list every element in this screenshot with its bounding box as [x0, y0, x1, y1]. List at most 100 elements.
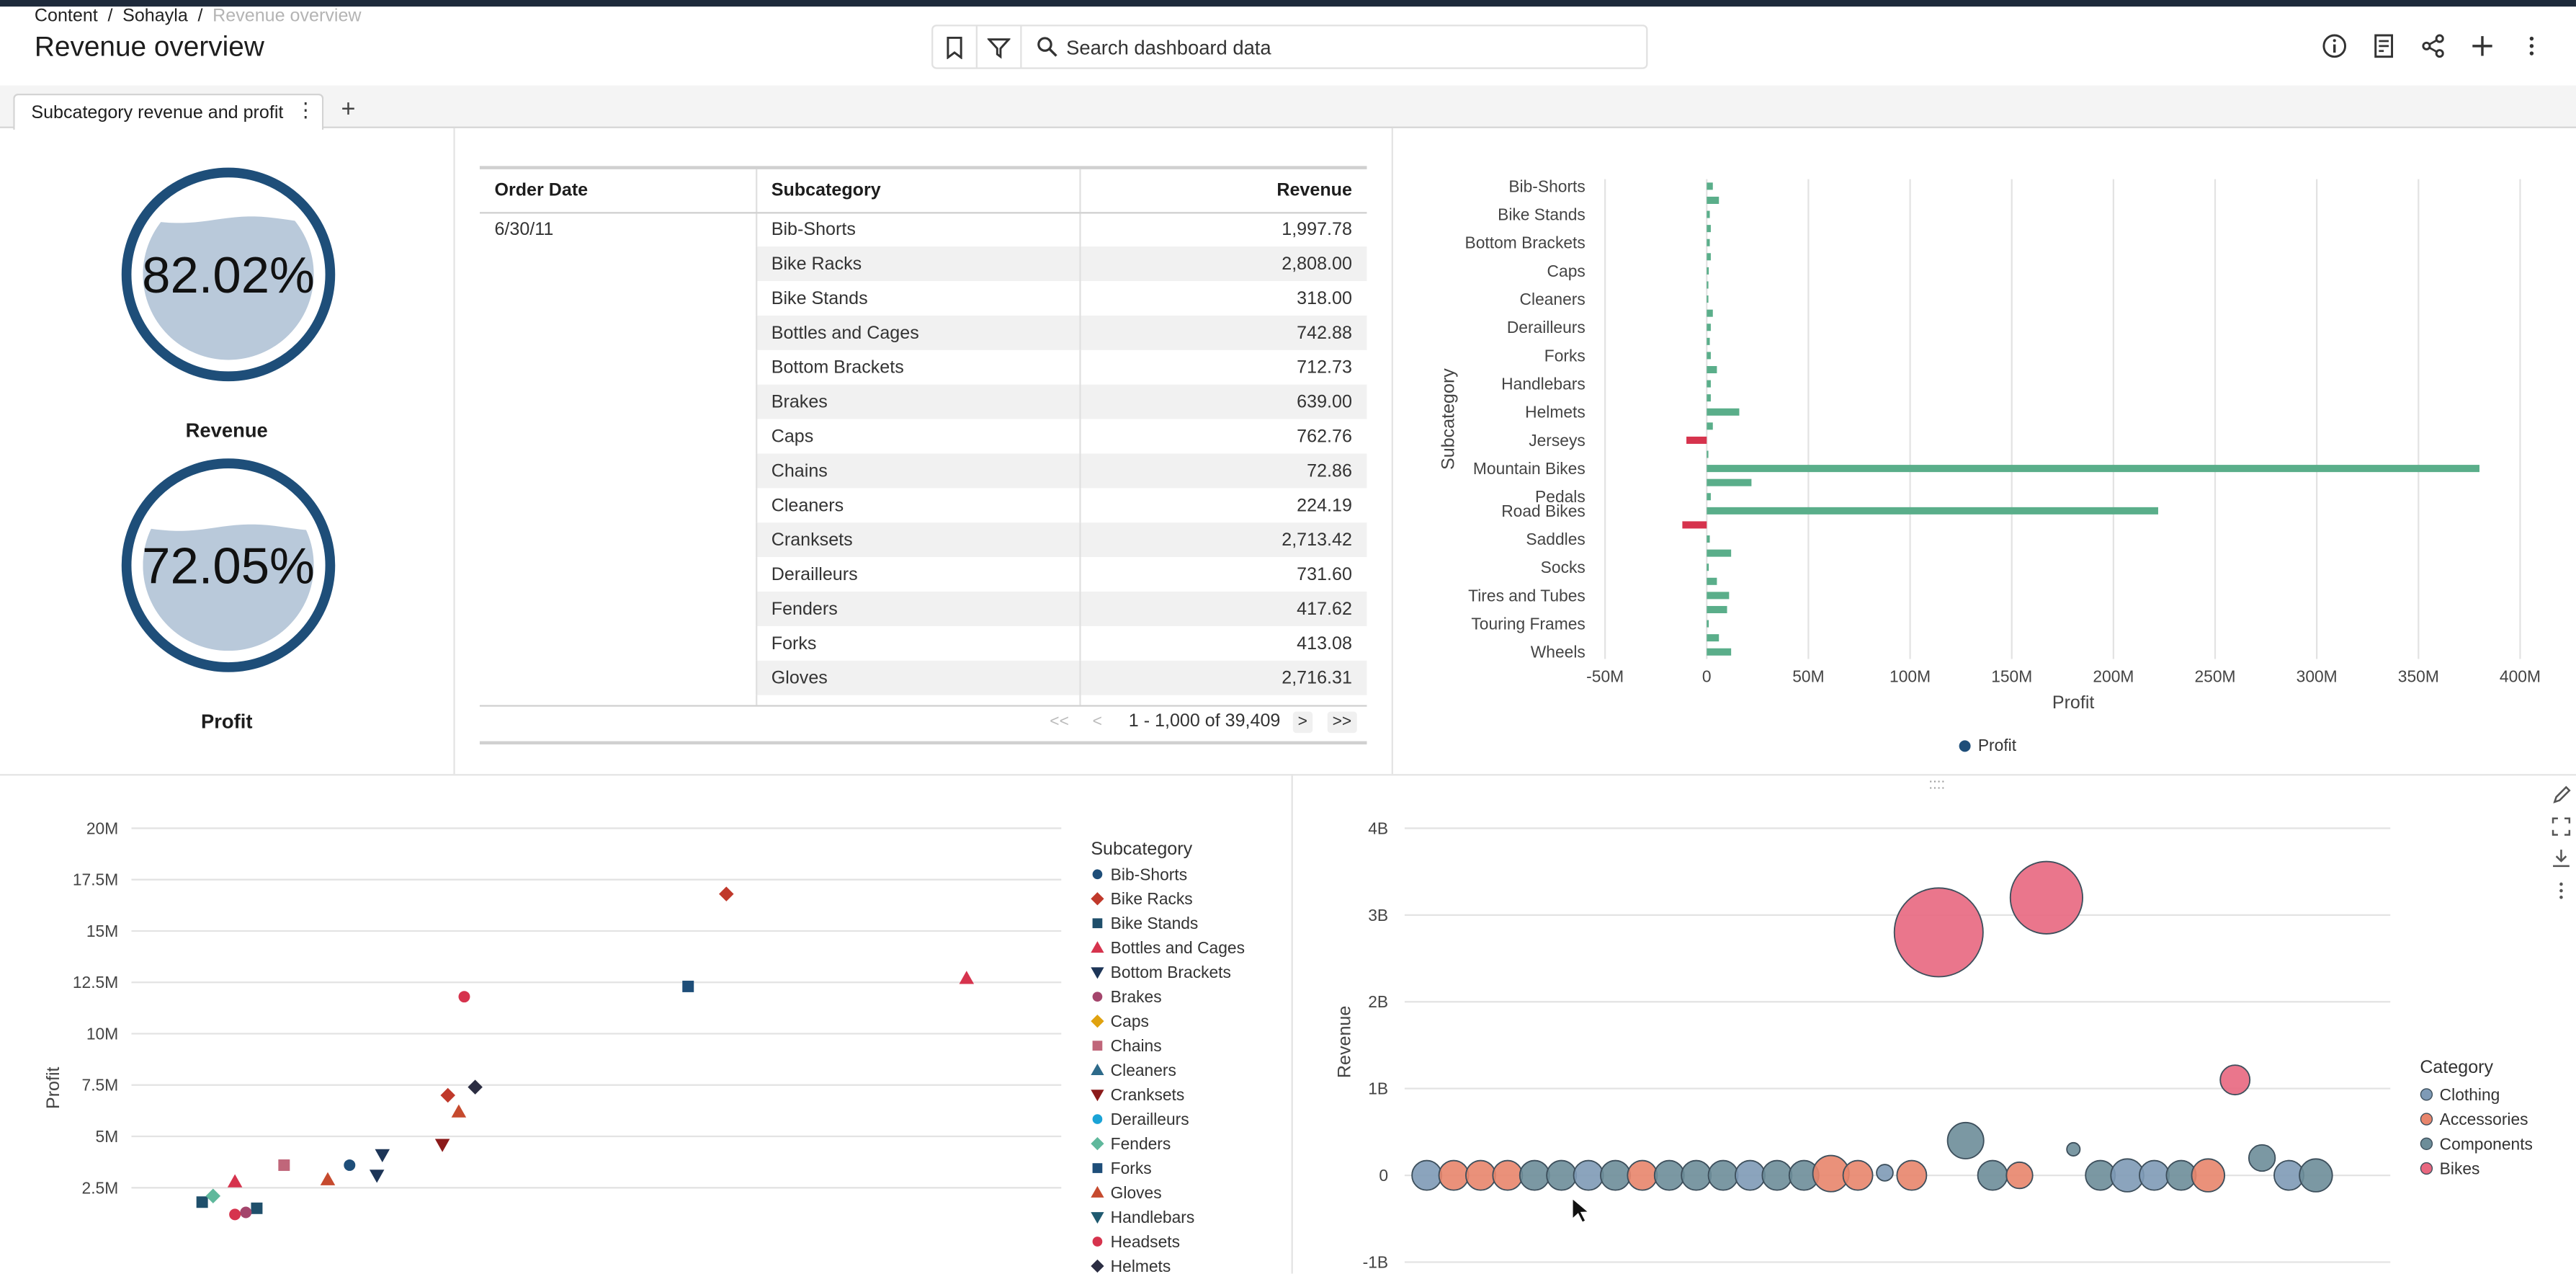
share-button[interactable] — [2418, 31, 2448, 61]
gauge-ring — [121, 458, 336, 672]
y-axis-title: Profit — [43, 1066, 63, 1109]
filter-button[interactable] — [978, 26, 1022, 68]
download-button[interactable] — [2548, 845, 2574, 870]
bubble — [1519, 1159, 1550, 1191]
subcategory-cell: Derailleurs — [756, 557, 1081, 592]
more-options-button[interactable] — [2517, 31, 2546, 61]
legend-marker — [2420, 1162, 2433, 1175]
subcategory-cell: Gloves — [756, 660, 1081, 695]
y-tick-label: Helmets — [1525, 403, 1586, 422]
next-page-button[interactable]: > — [1292, 711, 1312, 734]
table-row[interactable]: Forks 413.08 — [480, 625, 1367, 661]
legend-marker — [1091, 1015, 1104, 1028]
bar — [1686, 436, 1707, 444]
bubble — [1492, 1159, 1524, 1191]
table-row[interactable]: Chains 72.86 — [480, 453, 1367, 489]
table-row[interactable]: Brakes 639.00 — [480, 384, 1367, 419]
column-header-subcategory[interactable]: Subcategory — [756, 169, 1081, 213]
column-header-order-date[interactable]: Order Date — [479, 169, 757, 213]
x-tick-label: -50M — [1586, 667, 1624, 685]
table-row[interactable]: Bottom Brackets 712.73 — [480, 349, 1367, 385]
share-icon — [2422, 34, 2444, 58]
bookmark-button[interactable] — [933, 26, 978, 68]
breadcrumb-sohayla[interactable]: Sohayla — [122, 6, 188, 27]
tab-menu-button[interactable]: ⋮ — [296, 99, 316, 122]
table-row[interactable]: Caps 762.76 — [480, 419, 1367, 454]
bubble — [1707, 1159, 1739, 1191]
table-row[interactable]: Gloves 2,716.31 — [480, 660, 1367, 695]
bar — [1707, 196, 1719, 204]
data-point — [375, 1149, 390, 1162]
legend-marker — [1091, 892, 1104, 906]
bar — [1682, 521, 1707, 529]
revenue-cell: 1,997.78 — [1282, 220, 1352, 240]
table-pager: << < 1 - 1,000 of 39,409 > >> — [479, 705, 1367, 745]
bar — [1707, 239, 1710, 246]
resize-handle[interactable]: :::: — [1928, 775, 1946, 793]
report-button[interactable] — [2369, 31, 2399, 61]
table-row[interactable]: Bottles and Cages 742.88 — [480, 315, 1367, 350]
last-page-button[interactable]: >> — [1327, 711, 1357, 734]
prev-page-button[interactable]: < — [1092, 713, 1102, 731]
revenue-cell: 318.00 — [1297, 288, 1352, 308]
bar — [1707, 620, 1709, 628]
table-row[interactable]: Handlebars2,722.75 — [480, 695, 1367, 705]
tab-subcategory-revenue[interactable]: Subcategory revenue and profit — [13, 93, 324, 130]
bubble — [1896, 1159, 1928, 1191]
bubble — [1653, 1159, 1685, 1191]
add-button[interactable] — [2467, 31, 2497, 61]
table-row[interactable]: Derailleurs 731.60 — [480, 557, 1367, 592]
table-row[interactable]: 6/30/11 Bib-Shorts 1,997.78 — [479, 212, 1367, 705]
add-tab-button[interactable]: + — [335, 95, 361, 125]
bubble — [1438, 1159, 1470, 1191]
column-header-revenue[interactable]: Revenue — [1079, 169, 1367, 213]
subcategory-cell: Fenders — [756, 592, 1081, 626]
legend-label: Accessories — [2440, 1110, 2528, 1128]
breadcrumb-content[interactable]: Content — [34, 6, 98, 27]
table-row[interactable]: Bike Racks 2,808.00 — [480, 246, 1367, 281]
viz-more-button[interactable] — [2548, 878, 2574, 904]
bubble — [1946, 1121, 1985, 1159]
search-input[interactable] — [1023, 26, 1645, 68]
plus-icon: + — [341, 95, 356, 124]
table-row[interactable]: Cranksets 2,713.42 — [480, 522, 1367, 558]
info-button[interactable] — [2320, 31, 2349, 61]
bubble — [2299, 1158, 2333, 1193]
y-tick-label: 7.5M — [82, 1076, 119, 1095]
x-tick-label: 200M — [2093, 667, 2134, 685]
legend-marker — [1091, 1136, 1104, 1151]
revenue-cell: 762.76 — [1297, 426, 1352, 447]
tab-label: Subcategory revenue and profit — [31, 103, 284, 124]
revenue-cell: 72.86 — [1079, 453, 1367, 489]
edit-button[interactable] — [2548, 783, 2574, 808]
divider — [0, 774, 2576, 776]
bubble — [2066, 1141, 2081, 1157]
legend-label: Gloves — [1111, 1183, 1162, 1202]
bar — [1707, 493, 1711, 501]
legend-marker — [1091, 941, 1104, 953]
y-tick-label: Cleaners — [1520, 290, 1586, 308]
legend-label: Bottles and Cages — [1111, 938, 1245, 957]
data-table: Order Date Subcategory Revenue 6/30/11 Bi… — [479, 166, 1367, 705]
subcategory-cell: Handlebars — [756, 695, 1081, 705]
y-tick-label: Socks — [1541, 558, 1586, 576]
y-tick-label: Bike Stands — [1498, 205, 1586, 224]
subcategory-cell: Cleaners — [756, 488, 1081, 523]
legend-title: Category — [2420, 1057, 2493, 1077]
legend-label: Profit — [1978, 736, 2017, 754]
pager-status: 1 - 1,000 of 39,409 — [1128, 711, 1281, 731]
legend-label: Bottom Brackets — [1111, 963, 1231, 981]
y-tick-label: Saddles — [1526, 530, 1585, 548]
table-row[interactable]: Fenders 417.62 — [480, 592, 1367, 626]
legend-marker — [1092, 918, 1103, 929]
table-row[interactable]: Bike Stands 318.00 — [480, 280, 1367, 316]
table-row[interactable]: Cleaners 224.19 — [480, 488, 1367, 523]
expand-button[interactable] — [2548, 814, 2574, 839]
report-icon — [2374, 34, 2394, 58]
revenue-cell: 712.73 — [1297, 357, 1352, 378]
app-top-bar — [0, 0, 2576, 7]
bubble — [1411, 1159, 1443, 1191]
y-tick-label: Handlebars — [1501, 375, 1586, 393]
bubble — [2009, 860, 2083, 935]
first-page-button[interactable]: << — [1050, 713, 1069, 731]
